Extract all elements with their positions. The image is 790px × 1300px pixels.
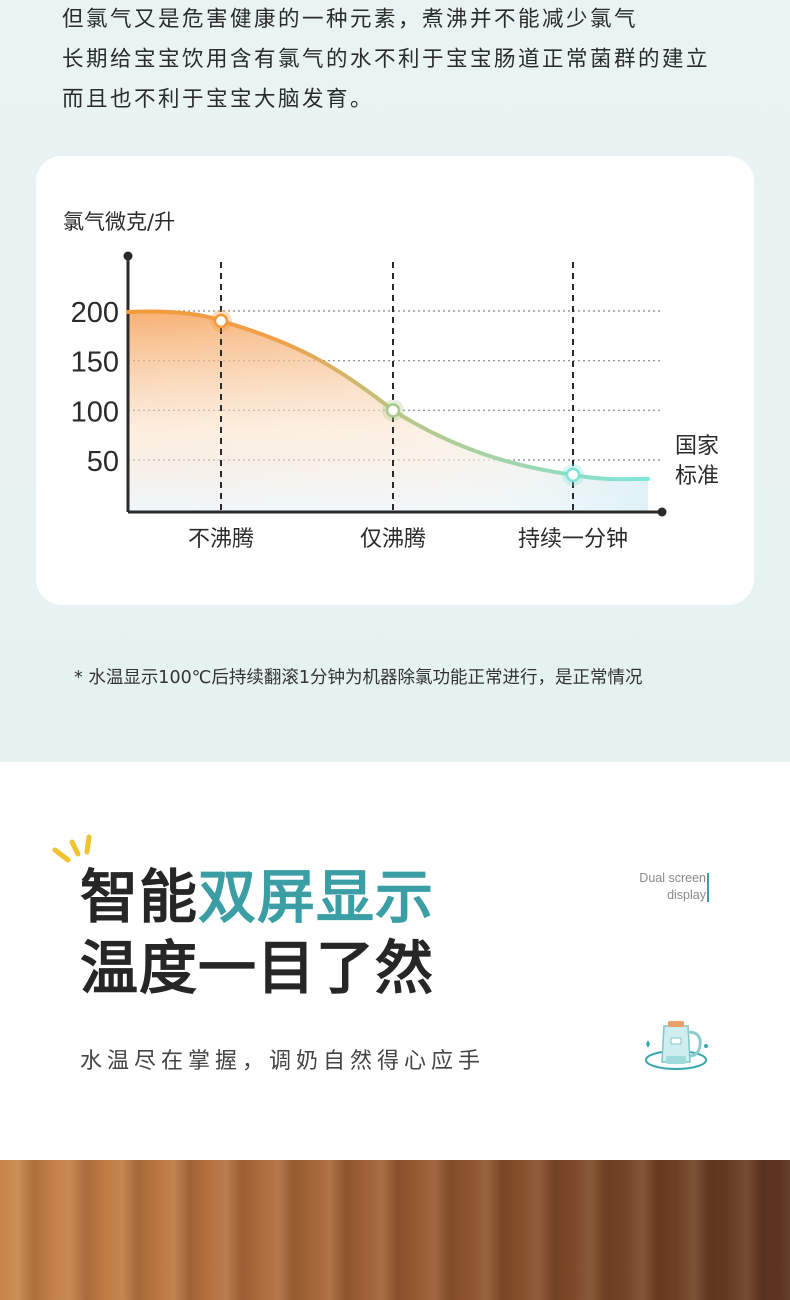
- headline-line-2: 温度一目了然: [80, 934, 435, 1002]
- y-tick-label: 100: [71, 396, 119, 428]
- dual-screen-tag: Dual screen display: [596, 870, 709, 904]
- national-standard-label-2: 标准: [675, 464, 719, 489]
- product-photo-strip: [0, 1160, 790, 1300]
- tag-accent-bar: [707, 873, 709, 902]
- category-guides: [220, 262, 574, 512]
- chlorine-info-section: 但氯气又是危害健康的一种元素，煮沸并不能减少氯气 长期给宝宝饮用含有氯气的水不利…: [0, 0, 790, 762]
- y-tick-label: 200: [71, 297, 119, 329]
- data-points: [210, 309, 584, 486]
- feature-subline: 水温尽在掌握，调奶自然得心应手: [80, 1049, 486, 1074]
- intro-line-3: 而且也不利于宝宝大脑发育。: [62, 87, 375, 112]
- y-tick-label: 150: [71, 347, 119, 379]
- sparkle-icon: [52, 834, 92, 863]
- x-tick-labels: 不沸腾 仅沸腾 持续一分钟: [188, 527, 628, 552]
- national-standard-label-1: 国家: [675, 434, 719, 459]
- intro-line-1: 但氯气又是危害健康的一种元素，煮沸并不能减少氯气: [62, 7, 639, 32]
- headline-line-1: 智能双屏显示: [80, 868, 434, 926]
- y-tick-labels: 200 150 100 50: [71, 297, 119, 478]
- x-tick-label: 仅沸腾: [360, 527, 426, 552]
- tag-line-2: display: [667, 888, 706, 902]
- tag-line-1: Dual screen: [639, 871, 706, 885]
- chlorine-chart: 氯气微克/升 200 150 100 50 不沸腾 仅沸腾 持续一分钟 国家 标准: [63, 210, 719, 552]
- data-point: [385, 403, 401, 418]
- x-axis-arrow-dot: [657, 507, 667, 517]
- x-tick-label: 持续一分钟: [518, 527, 628, 552]
- y-axis-label: 氯气微克/升: [63, 210, 175, 234]
- headline-1-dark: 智能: [80, 863, 199, 931]
- chlorine-chart-card: 氯气微克/升 200 150 100 50 不沸腾 仅沸腾 持续一分钟 国家 标准: [36, 156, 754, 605]
- data-point: [565, 467, 581, 483]
- y-tick-label: 50: [87, 446, 119, 478]
- intro-line-2: 长期给宝宝饮用含有氯气的水不利于宝宝肠道正常菌群的建立: [62, 47, 711, 72]
- data-point: [213, 313, 229, 329]
- kettle-icon: [645, 1021, 708, 1070]
- footnote: * 水温显示100℃后持续翻滚1分钟为机器除氯功能正常进行，是正常情况: [74, 668, 643, 688]
- headline-1-accent: 双屏显示: [198, 863, 435, 931]
- x-tick-label: 不沸腾: [188, 527, 254, 552]
- y-axis-arrow-dot: [123, 251, 133, 261]
